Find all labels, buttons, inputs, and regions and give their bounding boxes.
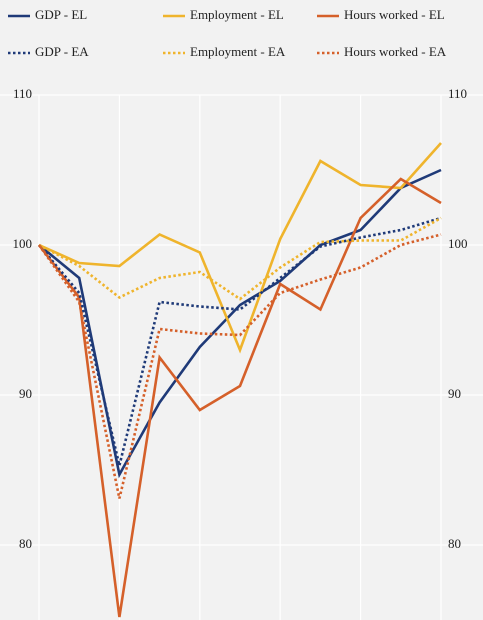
series-line	[38, 216, 442, 466]
legend-label: Employment - EL	[190, 7, 284, 22]
y2-tick-label: 110	[448, 86, 467, 101]
legend-label: GDP - EL	[35, 7, 87, 22]
y2-tick-label: 80	[448, 536, 461, 551]
legend-label: Hours worked - EL	[344, 7, 445, 22]
legend-label: Hours worked - EA	[344, 44, 447, 59]
y2-tick-label: 100	[448, 236, 468, 251]
legend-label: Employment - EA	[190, 44, 286, 59]
y2-tick-label: 90	[448, 386, 461, 401]
legend-label: GDP - EA	[35, 44, 89, 59]
series-line	[38, 216, 442, 301]
y-tick-label: 100	[13, 236, 33, 251]
y-tick-label: 110	[13, 86, 32, 101]
y-tick-label: 80	[19, 536, 32, 551]
series-line	[37, 177, 442, 618]
series-line	[38, 142, 442, 354]
series-line	[37, 233, 442, 499]
y-tick-label: 90	[19, 386, 32, 401]
